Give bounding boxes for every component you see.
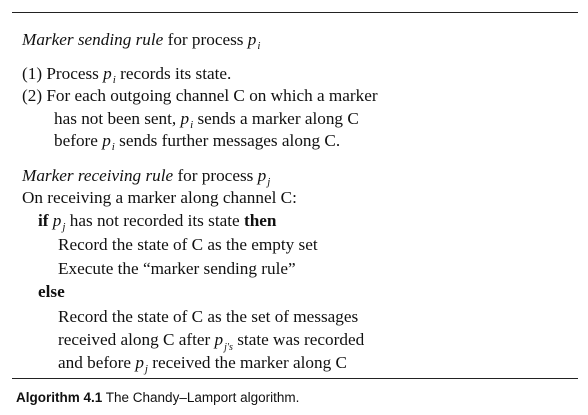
process-subscript: j bbox=[267, 176, 271, 188]
step-text: and before bbox=[58, 353, 136, 372]
process-symbol: p bbox=[102, 131, 111, 150]
caption-text: The Chandy–Lamport algorithm. bbox=[102, 390, 300, 405]
if-keyword: if bbox=[38, 211, 49, 230]
process-subscript: j's bbox=[224, 342, 233, 353]
top-rule bbox=[12, 12, 578, 13]
sending-step-2-line-3: before pi sends further messages along C… bbox=[54, 131, 340, 153]
step-text: has not been sent, bbox=[54, 109, 181, 128]
then-keyword: then bbox=[243, 211, 277, 230]
process-symbol: p bbox=[214, 330, 224, 349]
step-text: records its state. bbox=[115, 64, 232, 83]
process-subscript: j bbox=[144, 363, 148, 375]
sending-step-1: (1) Process pi records its state. bbox=[22, 64, 231, 86]
step-text: state was recorded bbox=[232, 330, 365, 349]
then-action-2: Execute the “marker sending rule” bbox=[58, 259, 296, 279]
sending-rule-heading-rest: for process bbox=[163, 30, 248, 49]
step-text: sends a marker along C bbox=[193, 109, 359, 128]
step-text: received along C after bbox=[58, 330, 215, 349]
process-symbol: p bbox=[257, 166, 267, 185]
else-keyword: else bbox=[38, 282, 65, 301]
else-action-3: and before pj received the marker along … bbox=[58, 353, 347, 375]
step-text: (1) Process bbox=[22, 64, 104, 83]
step-text: On receiving a marker along channel C: bbox=[22, 188, 297, 207]
receiving-rule-title: Marker receiving rule for process pj bbox=[22, 166, 270, 188]
process-symbol: p bbox=[103, 64, 112, 83]
else-clause: else bbox=[38, 282, 65, 302]
process-subscript: i bbox=[257, 40, 261, 52]
if-clause: if pj has not recorded its state then bbox=[38, 211, 276, 233]
process-subscript: i bbox=[112, 74, 116, 86]
process-subscript: i bbox=[190, 119, 194, 131]
process-symbol: p bbox=[135, 353, 144, 372]
else-action-2: received along C after pj's state was re… bbox=[58, 330, 364, 353]
process-subscript: i bbox=[111, 141, 115, 153]
step-text: sends further messages along C. bbox=[114, 131, 341, 150]
then-action-1: Record the state of C as the empty set bbox=[58, 235, 318, 255]
caption-label: Algorithm 4.1 bbox=[16, 390, 103, 405]
step-text: received the marker along C bbox=[147, 353, 347, 372]
step-text: before bbox=[54, 131, 103, 150]
process-symbol: p bbox=[247, 30, 257, 49]
process-subscript: j bbox=[62, 221, 66, 233]
receiving-trigger: On receiving a marker along channel C: bbox=[22, 188, 297, 208]
process-symbol: p bbox=[52, 211, 62, 230]
condition-text: has not recorded its state bbox=[65, 211, 244, 230]
receiving-rule-heading: Marker receiving rule bbox=[22, 166, 174, 185]
step-text: (2) For each outgoing channel C on which… bbox=[22, 86, 378, 105]
step-text: Execute the “marker sending rule” bbox=[58, 259, 296, 278]
sending-step-2-line-2: has not been sent, pi sends a marker alo… bbox=[54, 109, 359, 131]
sending-step-2-line-1: (2) For each outgoing channel C on which… bbox=[22, 86, 378, 106]
step-text: Record the state of C as the set of mess… bbox=[58, 307, 359, 326]
sending-rule-heading: Marker sending rule bbox=[22, 30, 164, 49]
algorithm-caption: Algorithm 4.1 The Chandy–Lamport algorit… bbox=[16, 390, 299, 406]
bottom-rule bbox=[12, 378, 578, 379]
else-action-1: Record the state of C as the set of mess… bbox=[58, 307, 358, 327]
sending-rule-title: Marker sending rule for process pi bbox=[22, 30, 260, 52]
process-symbol: p bbox=[180, 109, 190, 128]
step-text: Record the state of C as the empty set bbox=[58, 235, 318, 254]
receiving-rule-heading-rest: for process bbox=[173, 166, 258, 185]
